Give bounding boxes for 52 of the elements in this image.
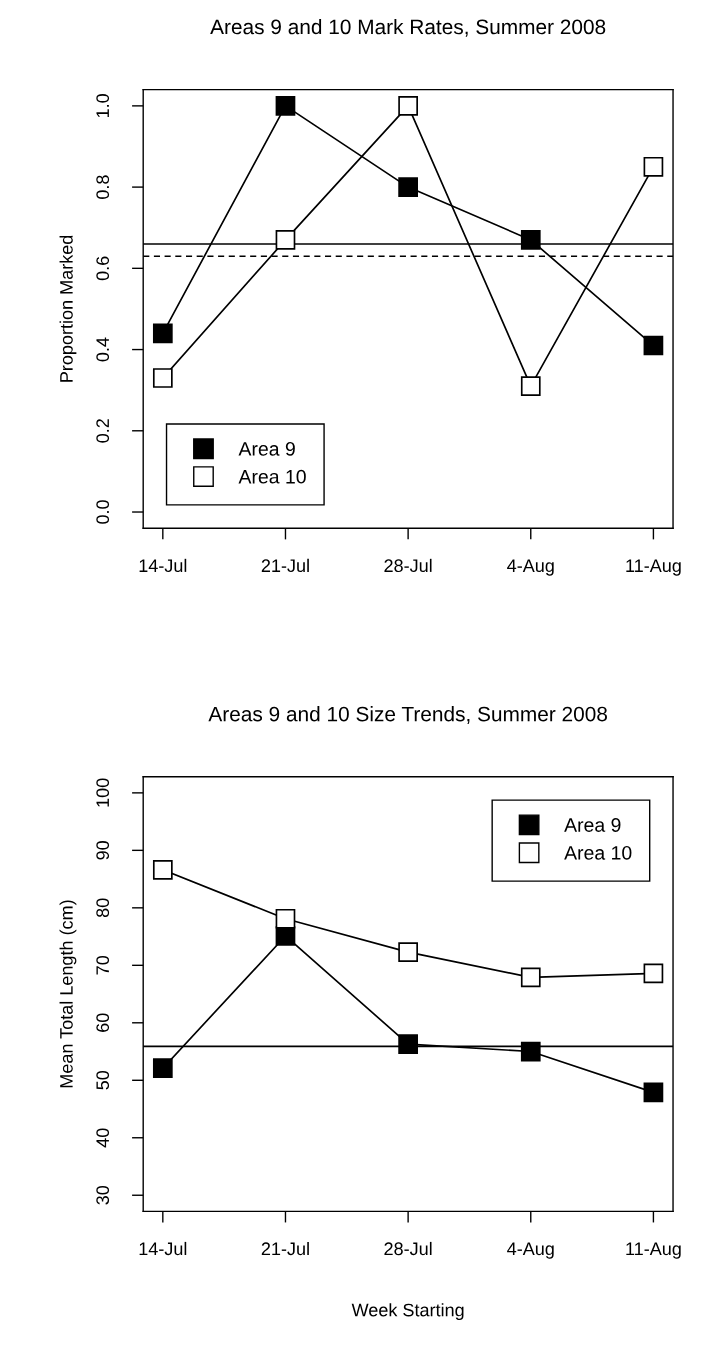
legend-label: Area 9 — [564, 818, 621, 832]
x-tick-label: 4-Aug — [507, 1242, 554, 1259]
point — [275, 230, 296, 250]
y-tick-label: 100 — [96, 778, 110, 807]
y-tick-label: 80 — [96, 898, 110, 918]
y-tick-label: 1.0 — [96, 94, 110, 118]
point — [152, 860, 173, 880]
point — [152, 323, 173, 344]
x-tick-label: 4-Aug — [507, 559, 554, 576]
y-axis-title: Proportion Marked — [59, 235, 77, 382]
point — [643, 335, 664, 356]
point — [643, 156, 664, 177]
x-tick-label: 21-Jul — [261, 558, 309, 573]
legend-label: Area 10 — [238, 469, 306, 484]
chart-title: Areas 9 and 10 Size Trends, Summer 2008 — [208, 706, 607, 724]
point — [643, 963, 664, 984]
y-tick-label: 70 — [96, 955, 110, 975]
chart-title: Areas 9 and 10 Mark Rates, Summer 2008 — [210, 18, 606, 37]
y-tick-label: 0.8 — [96, 175, 110, 199]
point — [398, 942, 418, 962]
point — [520, 376, 541, 396]
point — [520, 230, 541, 250]
point — [398, 177, 418, 197]
y-tick-label: 60 — [96, 1013, 110, 1032]
x-tick-label: 11-Aug — [626, 1242, 681, 1259]
point — [520, 1041, 541, 1062]
point — [398, 1034, 418, 1054]
point — [152, 368, 173, 388]
x-tick-label: 11-Aug — [626, 559, 681, 576]
legend-label: Area 9 — [238, 441, 295, 456]
point — [152, 1058, 173, 1079]
point — [275, 96, 296, 116]
x-tick-label: 21-Jul — [261, 1241, 309, 1256]
y-tick-label: 0.0 — [96, 500, 110, 524]
y-axis-title: Mean Total Length (cm) — [59, 900, 77, 1088]
point — [520, 967, 541, 988]
legend-label: Area 10 — [564, 845, 632, 860]
y-tick-label: 0.6 — [96, 256, 110, 281]
x-tick-label: 14-Jul — [139, 558, 187, 573]
y-tick-label: 90 — [96, 841, 110, 860]
y-tick-label: 50 — [96, 1070, 110, 1090]
y-tick-label: 30 — [96, 1185, 110, 1205]
x-tick-label: 14-Jul — [139, 1241, 187, 1256]
point — [275, 908, 296, 929]
point — [643, 1082, 664, 1103]
y-tick-label: 0.2 — [96, 419, 110, 443]
point — [398, 96, 418, 116]
x-axis-title: Week Starting — [351, 1303, 464, 1320]
y-tick-label: 0.4 — [96, 337, 110, 362]
x-tick-label: 28-Jul — [384, 558, 432, 573]
y-tick-label: 40 — [96, 1128, 110, 1148]
x-tick-label: 28-Jul — [384, 1241, 432, 1256]
